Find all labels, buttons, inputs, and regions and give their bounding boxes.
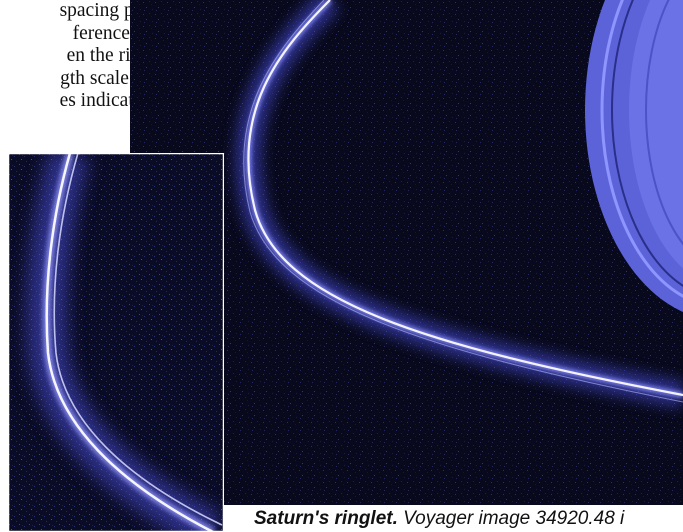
figure-caption: Saturn's ringlet. Voyager image 34920.48… [254,505,683,532]
inset-ringlet [26,153,223,532]
body-text-line: es indicates [59,90,150,111]
body-text-line: ference in [72,22,150,44]
caption-title: Saturn's ringlet. [254,508,398,529]
body-text-line: en the ring [66,45,150,66]
body-text-line: spacing pro [59,0,150,21]
inset-ring-photo [8,153,224,532]
planet-rings [585,0,683,312]
caption-text: Voyager image 34920.48 i [397,508,625,529]
body-text-line: gth scale of [60,67,150,89]
ringlet-arc [235,0,683,408]
body-text-fragment: spacing pro ference in en the ring gth s… [0,0,150,113]
